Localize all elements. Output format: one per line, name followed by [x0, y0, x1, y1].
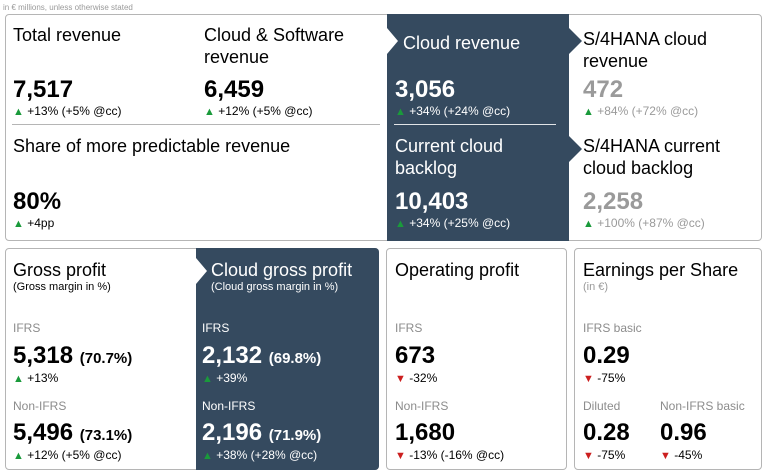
triangle-up-icon: ▲ — [583, 106, 594, 118]
triangle-down-icon: ▼ — [583, 450, 594, 462]
cloud-software-change: ▲ +12% (+5% @cc) — [204, 104, 313, 118]
s4-current-backlog-value: 2,258 — [583, 188, 644, 215]
eps-nonifrs-basic-label: Non-IFRS basic — [660, 399, 745, 413]
cloud-gross-profit-nonifrs-label: Non-IFRS — [202, 399, 256, 413]
cloud-gross-profit-nonifrs-change: ▲ +38% (+28% @cc) — [202, 448, 318, 462]
gross-profit-ifrs-label: IFRS — [13, 321, 41, 335]
operating-profit-label: Operating profit — [395, 260, 520, 280]
gross-profit-label: Gross profit — [13, 260, 107, 280]
chevron-left-notch-icon — [387, 28, 398, 54]
triangle-down-icon: ▼ — [395, 373, 406, 385]
current-cloud-backlog-change: ▲ +34% (+25% @cc) — [395, 216, 511, 230]
triangle-up-icon: ▲ — [13, 373, 24, 385]
gross-profit-ifrs-value: 5,318 (70.7%) — [13, 342, 133, 369]
operating-profit-card — [386, 248, 567, 470]
s4-current-backlog-label: S/4HANA current cloud backlog — [583, 136, 721, 178]
triangle-up-icon: ▲ — [395, 106, 406, 118]
triangle-up-icon: ▲ — [583, 218, 594, 230]
eps-ifrs-basic-label: IFRS basic — [583, 321, 642, 335]
operating-profit-nonifrs-value: 1,680 — [395, 419, 456, 446]
cloud-gross-profit-ifrs-value: 2,132 (69.8%) — [202, 342, 322, 369]
cloud-gross-profit-nonifrs-value: 2,196 (71.9%) — [202, 419, 322, 446]
eps-card — [574, 248, 762, 470]
s4-cloud-revenue-label: S/4HANA cloud revenue — [583, 29, 708, 71]
eps-ifrs-basic-change: ▼ -75% — [583, 371, 626, 385]
triangle-up-icon: ▲ — [13, 106, 24, 118]
cloud-gross-profit-ifrs-label: IFRS — [202, 321, 230, 335]
predictable-revenue-value: 80% — [13, 188, 62, 215]
triangle-up-icon: ▲ — [202, 373, 213, 385]
eps-nonifrs-basic-value: 0.96 — [660, 419, 707, 446]
s4-current-backlog-change: ▲ +100% (+87% @cc) — [583, 216, 705, 230]
units-note: in € millions, unless otherwise stated — [3, 3, 133, 12]
triangle-down-icon: ▼ — [583, 373, 594, 385]
cloud-revenue-change: ▲ +34% (+24% @cc) — [395, 104, 511, 118]
eps-label: Earnings per Share — [583, 260, 739, 280]
row-divider — [394, 124, 556, 125]
operating-profit-nonifrs-change: ▼ -13% (-16% @cc) — [395, 448, 505, 462]
current-cloud-backlog-label: Current cloud backlog — [395, 136, 504, 178]
gross-profit-nonifrs-value: 5,496 (73.1%) — [13, 419, 133, 446]
row-divider — [12, 124, 380, 125]
operating-profit-nonifrs-label: Non-IFRS — [395, 399, 449, 413]
cloud-revenue-value: 3,056 — [395, 76, 456, 103]
s4-cloud-revenue-value: 472 — [583, 76, 624, 103]
triangle-up-icon: ▲ — [13, 218, 24, 230]
cloud-software-label: Cloud & Software revenue — [204, 25, 345, 67]
cloud-gross-profit-label: Cloud gross profit — [211, 260, 353, 280]
chevron-left-notch-icon — [196, 258, 207, 284]
cloud-revenue-label: Cloud revenue — [403, 33, 521, 53]
cloud-gross-profit-panel — [196, 248, 379, 470]
operating-profit-ifrs-label: IFRS — [395, 321, 423, 335]
cloud-highlight-panel — [387, 14, 569, 241]
eps-diluted-value: 0.28 — [583, 419, 630, 446]
eps-ifrs-basic-value: 0.29 — [583, 342, 630, 369]
gross-margin-note: (Gross margin in %) — [13, 281, 111, 293]
total-revenue-value: 7,517 — [13, 76, 74, 103]
gross-profit-ifrs-change: ▲ +13% — [13, 371, 59, 385]
operating-profit-ifrs-change: ▼ -32% — [395, 371, 438, 385]
gross-profit-nonifrs-label: Non-IFRS — [13, 399, 67, 413]
triangle-up-icon: ▲ — [202, 450, 213, 462]
chevron-right-icon — [569, 136, 582, 162]
operating-profit-ifrs-value: 673 — [395, 342, 436, 369]
chevron-right-icon — [569, 28, 582, 54]
s4-cloud-revenue-change: ▲ +84% (+72% @cc) — [583, 104, 699, 118]
triangle-down-icon: ▼ — [660, 450, 671, 462]
eps-unit-note: (in €) — [583, 281, 609, 293]
predictable-revenue-label: Share of more predictable revenue — [13, 136, 291, 156]
triangle-up-icon: ▲ — [204, 106, 215, 118]
triangle-up-icon: ▲ — [395, 218, 406, 230]
cloud-gross-profit-ifrs-change: ▲ +39% — [202, 371, 248, 385]
cloud-gross-margin-note: (Cloud gross margin in %) — [211, 281, 339, 293]
total-revenue-change: ▲ +13% (+5% @cc) — [13, 104, 122, 118]
triangle-up-icon: ▲ — [13, 450, 24, 462]
current-cloud-backlog-value: 10,403 — [395, 188, 469, 215]
eps-diluted-change: ▼ -75% — [583, 448, 626, 462]
eps-diluted-label: Diluted — [583, 399, 621, 413]
triangle-down-icon: ▼ — [395, 450, 406, 462]
eps-nonifrs-basic-change: ▼ -45% — [660, 448, 703, 462]
predictable-revenue-change: ▲ +4pp — [13, 216, 55, 230]
total-revenue-label: Total revenue — [13, 25, 122, 45]
cloud-software-value: 6,459 — [204, 76, 265, 103]
revenue-card — [5, 14, 762, 241]
gross-profit-nonifrs-change: ▲ +12% (+5% @cc) — [13, 448, 122, 462]
